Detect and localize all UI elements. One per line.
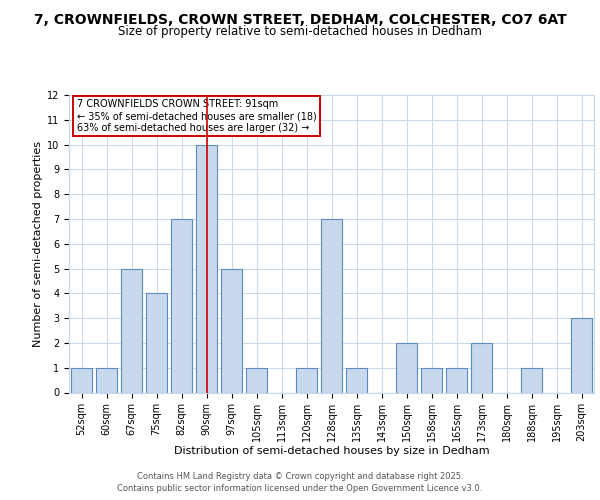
Bar bbox=[96, 368, 117, 392]
Text: Size of property relative to semi-detached houses in Dedham: Size of property relative to semi-detach… bbox=[118, 25, 482, 38]
Bar bbox=[421, 368, 442, 392]
Text: 7, CROWNFIELDS, CROWN STREET, DEDHAM, COLCHESTER, CO7 6AT: 7, CROWNFIELDS, CROWN STREET, DEDHAM, CO… bbox=[34, 12, 566, 26]
Bar bbox=[296, 368, 317, 392]
Bar bbox=[396, 343, 417, 392]
Bar bbox=[471, 343, 492, 392]
Bar bbox=[246, 368, 267, 392]
Bar bbox=[446, 368, 467, 392]
Bar bbox=[221, 268, 242, 392]
Y-axis label: Number of semi-detached properties: Number of semi-detached properties bbox=[33, 141, 43, 347]
Text: 7 CROWNFIELDS CROWN STREET: 91sqm
← 35% of semi-detached houses are smaller (18): 7 CROWNFIELDS CROWN STREET: 91sqm ← 35% … bbox=[77, 100, 317, 132]
Bar bbox=[346, 368, 367, 392]
Bar bbox=[321, 219, 342, 392]
Text: Contains HM Land Registry data © Crown copyright and database right 2025.: Contains HM Land Registry data © Crown c… bbox=[137, 472, 463, 481]
Bar bbox=[196, 144, 217, 392]
Bar bbox=[121, 268, 142, 392]
Bar bbox=[171, 219, 192, 392]
Bar bbox=[71, 368, 92, 392]
X-axis label: Distribution of semi-detached houses by size in Dedham: Distribution of semi-detached houses by … bbox=[173, 446, 490, 456]
Bar bbox=[571, 318, 592, 392]
Bar bbox=[146, 294, 167, 392]
Text: Contains public sector information licensed under the Open Government Licence v3: Contains public sector information licen… bbox=[118, 484, 482, 493]
Bar bbox=[521, 368, 542, 392]
